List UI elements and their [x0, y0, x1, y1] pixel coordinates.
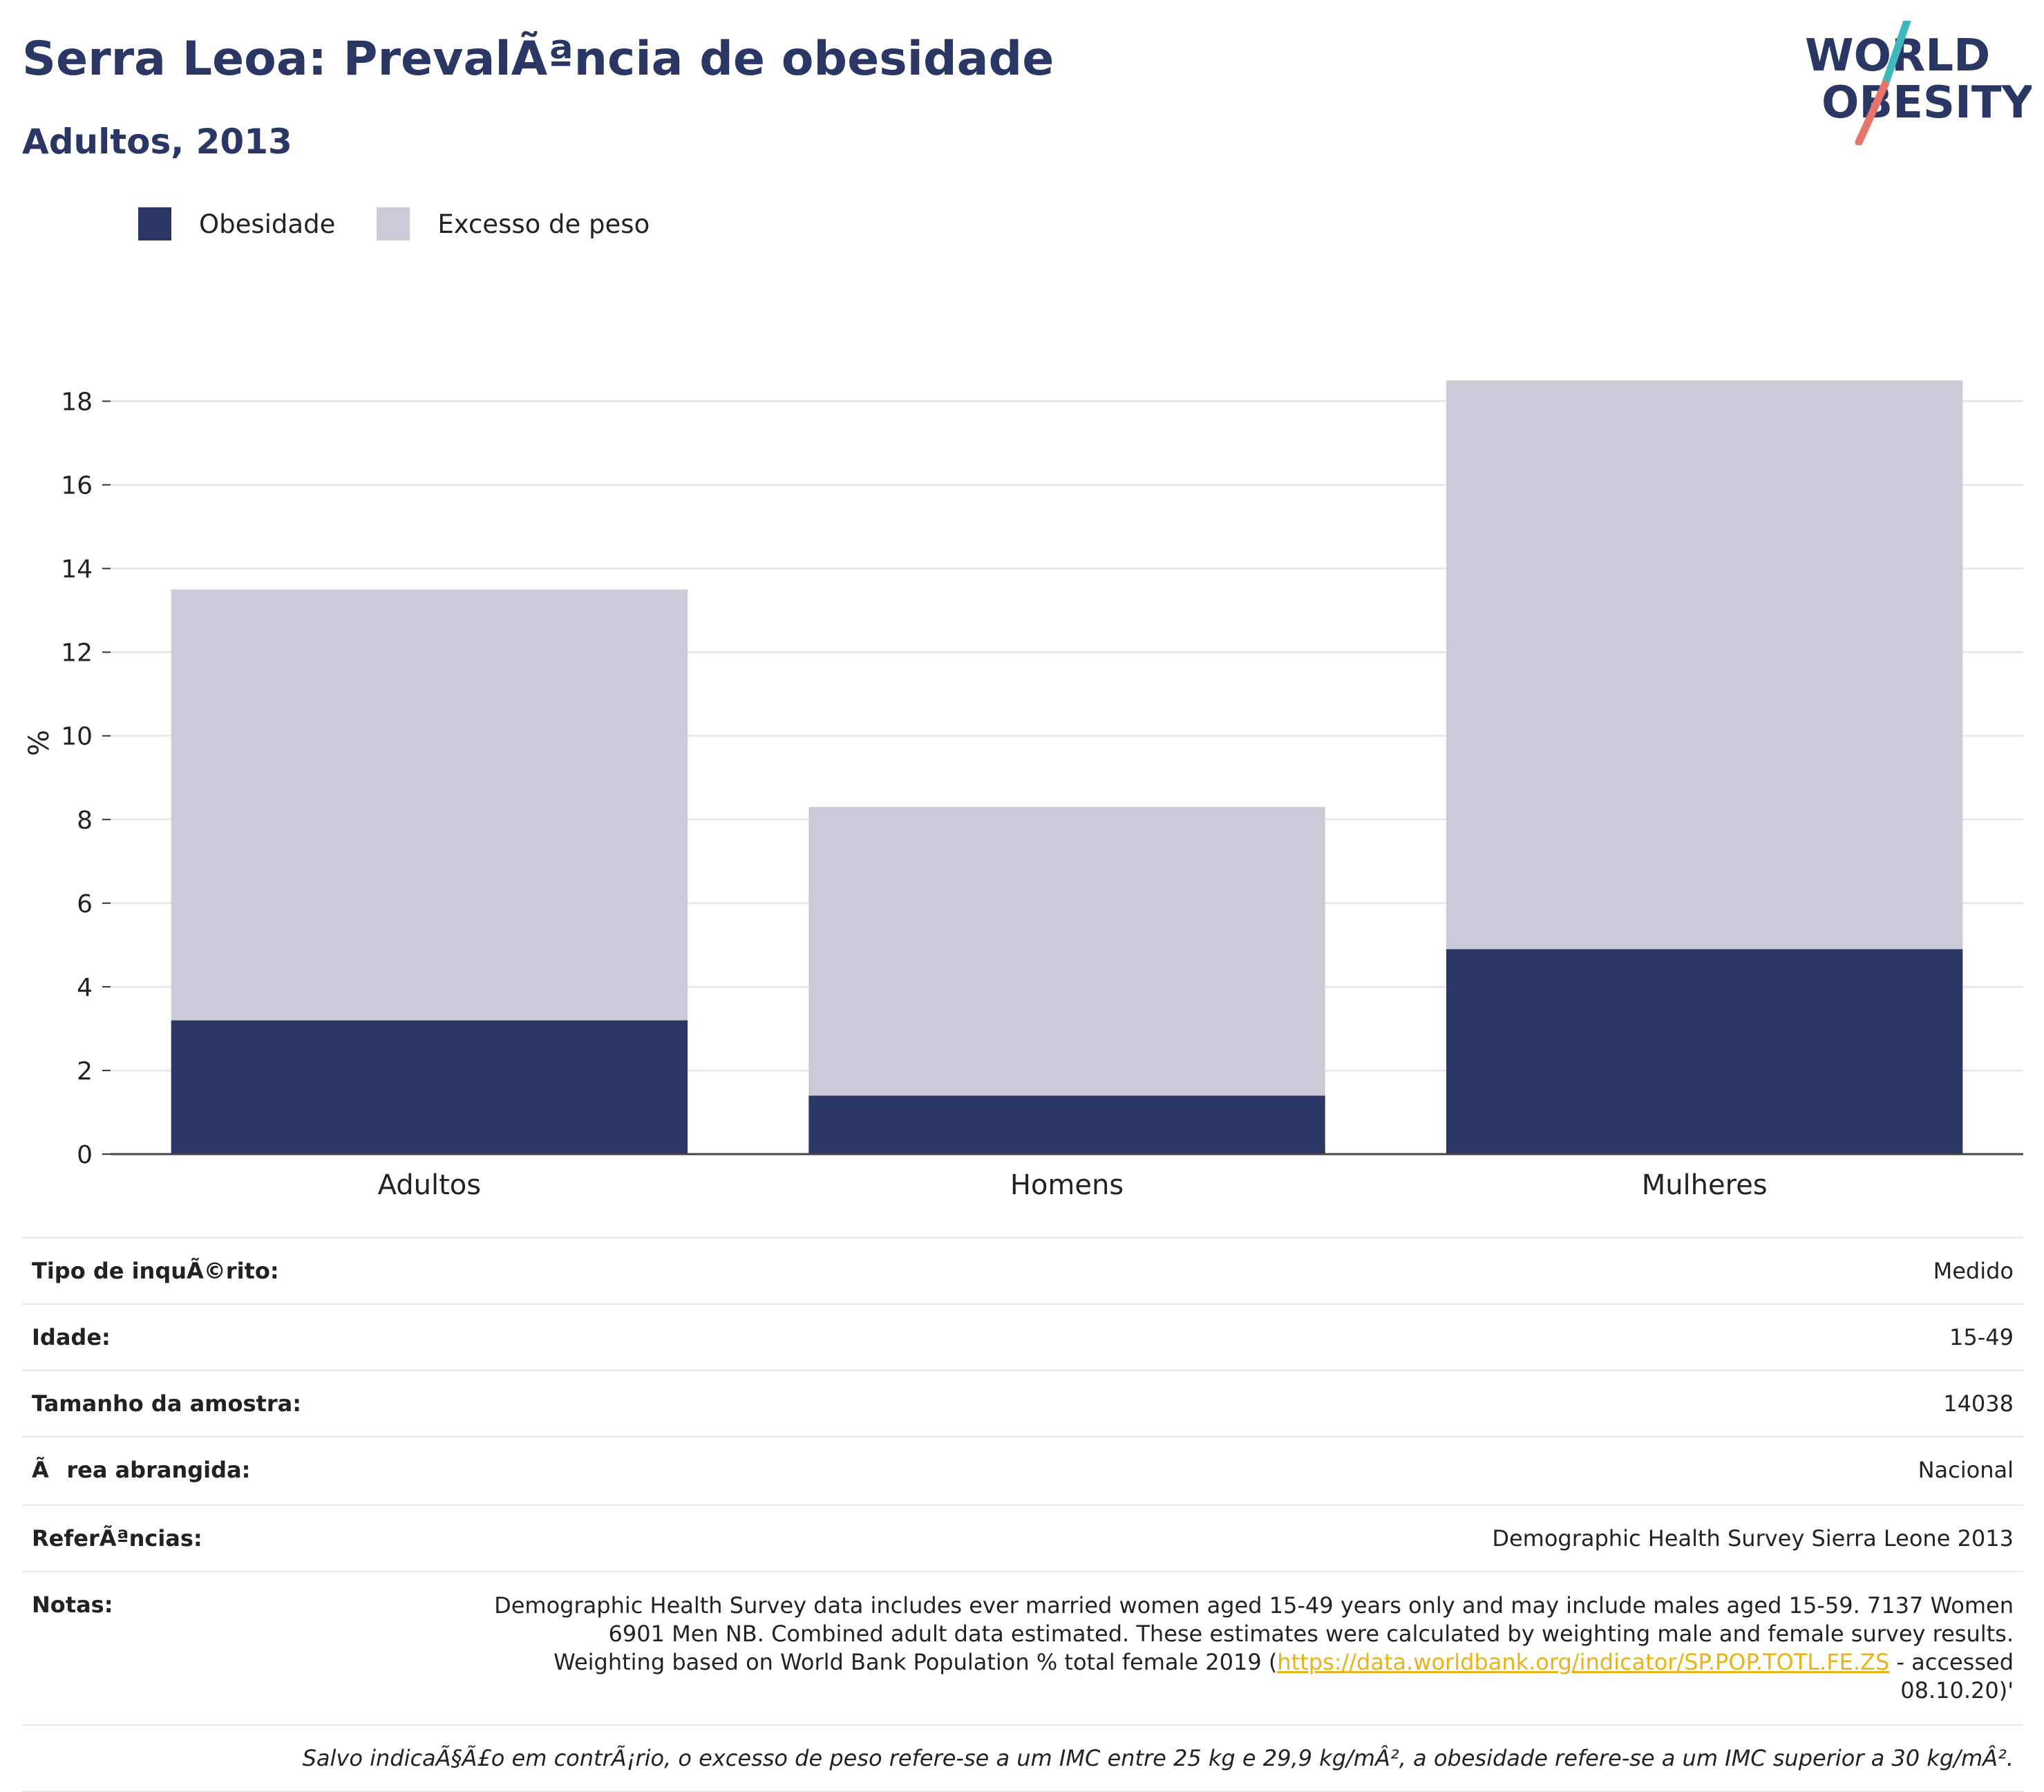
y-tick-label-2: 2: [77, 1057, 93, 1086]
axes: 0 2 4 6 8 10 12 14 16 18 Adultos Homens Mulheres%: [23, 388, 2023, 1201]
y-tick-label-0: 0: [77, 1141, 93, 1169]
bar-chart: 0 2 4 6 8 10 12 14 16 18 Adultos Homens Mulheres%: [23, 380, 2023, 1201]
legend-label-overweight: Excesso de peso: [437, 209, 650, 239]
y-tick-label-10: 10: [61, 723, 93, 751]
legend-swatch-overweight: [377, 207, 410, 240]
info-row-survey-type: Tipo de inquÃ©rito: Medido: [22, 1237, 2023, 1303]
chart-legend: Obesidade Excesso de peso: [138, 205, 691, 243]
y-tick-label-12: 12: [61, 639, 93, 668]
info-row-notes: Notas: Demographic Health Survey data in…: [22, 1571, 2023, 1724]
bar-mulheres-overweight[interactable]: [1446, 380, 1963, 950]
worldbank-link[interactable]: https://data.worldbank.org/indicator/SP.…: [1277, 1649, 1890, 1675]
survey-info-table: Tipo de inquÃ©rito: Medido Idade: 15-49 …: [22, 1237, 2023, 1792]
x-tick-label-mulheres: Mulheres: [1642, 1169, 1768, 1201]
survey-type-value: Medido: [1933, 1258, 2014, 1284]
info-row-footnote: Salvo indicaÃ§Ã£o em contrÃ¡rio, o exces…: [22, 1724, 2023, 1792]
legend-label-obesity: Obesidade: [199, 209, 336, 239]
info-row-age: Idade: 15-49: [22, 1303, 2023, 1370]
sample-size-value: 14038: [1943, 1390, 2014, 1417]
y-tick-label-14: 14: [61, 556, 93, 584]
y-tick-label-6: 6: [77, 890, 93, 918]
survey-type-label: Tipo de inquÃ©rito:: [32, 1258, 279, 1284]
page-subtitle: Adultos, 2013: [22, 122, 292, 162]
age-label: Idade:: [32, 1324, 111, 1350]
bar-adultos-overweight[interactable]: [171, 589, 688, 1021]
logo-slash-teal: [1881, 21, 1911, 88]
logo-text-obesity: OBESITY: [1821, 77, 2032, 129]
y-tick-label-16: 16: [61, 472, 93, 500]
y-axis-label: %: [23, 730, 55, 756]
x-tick-label-adultos: Adultos: [378, 1169, 482, 1201]
legend-swatch-obesity: [138, 207, 171, 240]
area-value: Nacional: [1918, 1457, 2014, 1483]
sample-size-label: Tamanho da amostra:: [32, 1390, 301, 1417]
logo-slash-coral: [1855, 80, 1889, 145]
bars: [171, 380, 1963, 1154]
references-label: ReferÃªncias:: [32, 1525, 202, 1552]
y-tick-label-18: 18: [61, 388, 93, 417]
notes-value: Demographic Health Survey data includes …: [493, 1592, 2014, 1705]
world-obesity-logo: WORLD OBESITY: [1805, 21, 2032, 145]
y-tick-label-4: 4: [77, 974, 93, 1002]
page-title: Serra Leoa: PrevalÃªncia de obesidade: [22, 32, 1054, 86]
footnote-text: Salvo indicaÃ§Ã£o em contrÃ¡rio, o exces…: [302, 1745, 2014, 1771]
info-row-area: Ãrea abrangida: Nacional: [22, 1436, 2023, 1505]
legend-item-obesity[interactable]: Obesidade: [138, 207, 335, 240]
legend-item-overweight[interactable]: Excesso de peso: [377, 207, 650, 240]
bar-adultos-obesity[interactable]: [171, 1020, 688, 1154]
bar-mulheres-obesity[interactable]: [1446, 949, 1963, 1154]
notes-label: Notas:: [32, 1592, 113, 1618]
bar-homens-obesity[interactable]: [808, 1095, 1325, 1154]
notes-text-before: Demographic Health Survey data includes …: [494, 1592, 2014, 1675]
info-row-sample-size: Tamanho da amostra: 14038: [22, 1370, 2023, 1436]
area-label: Ãrea abrangida:: [32, 1457, 251, 1483]
age-value: 15-49: [1949, 1324, 2014, 1350]
references-value: Demographic Health Survey Sierra Leone 2…: [1492, 1525, 2014, 1552]
notes-text-after: - accessed 08.10.20)': [1889, 1649, 2014, 1704]
y-tick-label-8: 8: [77, 807, 93, 835]
x-tick-label-homens: Homens: [1010, 1169, 1124, 1201]
info-row-references: ReferÃªncias: Demographic Health Survey …: [22, 1505, 2023, 1571]
bar-homens-overweight[interactable]: [808, 807, 1325, 1096]
